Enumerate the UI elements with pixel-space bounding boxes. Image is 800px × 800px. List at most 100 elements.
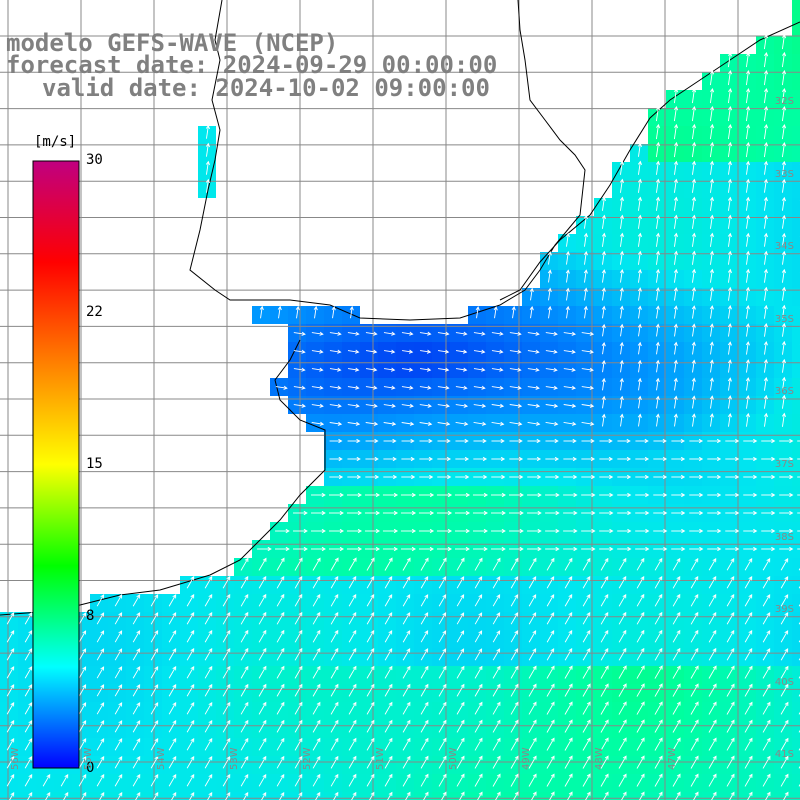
wind-arrow <box>473 546 488 552</box>
wind-arrow <box>150 684 159 697</box>
wind-arrow <box>473 367 486 372</box>
wind-arrow <box>114 756 123 769</box>
field-cell <box>792 198 800 216</box>
wind-arrow <box>655 141 661 158</box>
wind-arrow <box>455 367 468 372</box>
wind-arrow <box>781 214 786 229</box>
wind-arrow <box>690 611 699 625</box>
wind-arrow <box>474 755 483 769</box>
wind-arrow <box>689 510 704 516</box>
wind-arrow <box>745 412 750 427</box>
wind-arrow <box>168 648 177 661</box>
wind-arrow <box>744 719 753 733</box>
wind-arrow <box>655 250 661 265</box>
wind-arrow <box>384 701 393 715</box>
wind-arrow <box>310 528 326 534</box>
wind-arrow <box>779 492 794 498</box>
wind-arrow <box>258 611 267 625</box>
wind-arrow <box>780 737 789 751</box>
wind-arrow <box>436 528 453 534</box>
wind-arrow <box>509 510 524 516</box>
wind-arrow <box>240 665 249 679</box>
wind-arrow <box>780 558 789 571</box>
wind-arrow <box>492 612 501 625</box>
wind-arrow <box>472 510 489 516</box>
wind-arrow <box>600 773 609 787</box>
wind-arrow <box>261 792 267 800</box>
wind-arrow <box>437 438 451 444</box>
wind-arrow <box>348 737 357 751</box>
wind-arrow <box>27 792 33 800</box>
wind-arrow <box>527 474 542 480</box>
wind-arrow <box>618 647 627 661</box>
wind-arrow <box>655 160 661 175</box>
wind-arrow <box>384 576 393 589</box>
wind-arrow <box>761 546 776 552</box>
wind-arrow <box>637 250 642 265</box>
wind-arrow <box>654 737 663 751</box>
wind-arrow <box>745 394 750 409</box>
wind-arrow <box>222 611 231 625</box>
wind-arrow <box>24 648 33 661</box>
wind-arrow <box>781 69 787 86</box>
wind-arrow <box>601 214 606 229</box>
wind-arrow <box>691 232 697 247</box>
wind-arrow <box>455 331 468 336</box>
wind-arrow <box>438 737 447 751</box>
wind-arrow <box>186 719 195 733</box>
wind-arrow <box>564 612 573 625</box>
wind-arrow <box>114 702 123 715</box>
wind-arrow <box>582 719 591 733</box>
wind-arrow <box>204 683 213 697</box>
wind-arrow <box>418 546 435 552</box>
wind-arrow <box>456 701 465 715</box>
wind-arrow <box>691 141 697 158</box>
wind-arrow <box>780 612 789 625</box>
coastline <box>0 0 800 616</box>
wind-arrow <box>582 683 591 697</box>
wind-arrow <box>581 546 596 552</box>
wind-arrow <box>636 593 645 607</box>
field-cell <box>18 792 36 800</box>
wind-arrow <box>472 492 489 498</box>
title-model: modelo GEFS-WAVE (NCEP) <box>6 29 339 57</box>
wind-arrow <box>619 287 624 301</box>
wind-arrow <box>709 359 714 373</box>
wind-arrow <box>655 377 660 391</box>
wind-arrow <box>581 367 594 372</box>
field-cell <box>792 792 800 800</box>
wind-arrow <box>762 773 771 787</box>
wind-arrow <box>349 306 354 319</box>
wind-arrow <box>400 492 417 498</box>
field-cell <box>288 792 306 800</box>
wind-arrow <box>491 456 506 462</box>
wind-arrow <box>383 367 396 372</box>
wind-arrow <box>763 322 768 337</box>
wind-arrow <box>420 665 429 679</box>
wind-arrow <box>276 575 285 589</box>
wind-arrow <box>347 385 360 390</box>
field-cell <box>504 792 522 800</box>
wind-arrow <box>312 701 321 715</box>
wind-arrow <box>240 701 249 715</box>
wind-arrow <box>294 737 303 751</box>
wind-arrow <box>779 528 794 534</box>
wind-arrow <box>617 510 632 516</box>
wind-arrow <box>708 629 717 643</box>
wind-arrow <box>6 756 15 769</box>
wind-arrow <box>60 774 69 787</box>
wind-arrow <box>240 755 249 769</box>
wind-arrow <box>762 683 771 697</box>
wind-arrow <box>510 701 519 715</box>
wind-arrow <box>24 756 33 769</box>
wind-arrow <box>132 684 141 697</box>
wind-arrow <box>691 250 697 265</box>
wind-arrow <box>797 530 800 532</box>
wind-arrow <box>582 576 591 589</box>
wind-arrow <box>438 665 447 679</box>
wind-arrow <box>636 611 645 625</box>
wind-arrow <box>545 349 558 354</box>
wind-arrow <box>78 720 87 733</box>
wind-arrow <box>564 701 573 715</box>
wind-arrow <box>601 232 606 247</box>
